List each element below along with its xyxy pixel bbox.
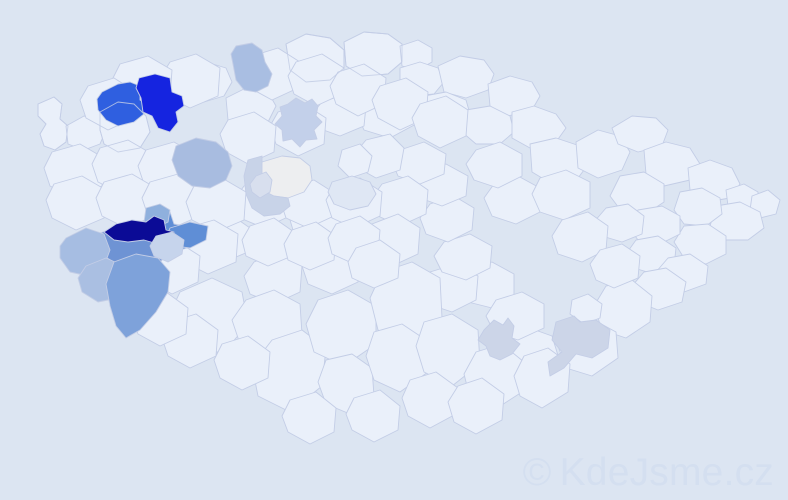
district-svitavy[interactable] xyxy=(532,170,590,220)
district-highlight-most[interactable] xyxy=(136,74,184,132)
district-highlight-louny[interactable] xyxy=(275,98,322,147)
district-west-d[interactable] xyxy=(46,176,106,230)
district-highlight-zdar[interactable] xyxy=(478,318,520,360)
district-sumperk[interactable] xyxy=(576,130,630,178)
district-rychnov[interactable] xyxy=(512,106,566,148)
district-havlickuv-brod[interactable] xyxy=(434,234,492,280)
district-south-fringe-g[interactable] xyxy=(448,378,504,434)
district-mid-bohemia-e[interactable] xyxy=(242,218,294,266)
district-praha[interactable] xyxy=(338,144,372,178)
district-vyskov[interactable] xyxy=(590,244,640,288)
district-north-h[interactable] xyxy=(412,96,468,148)
district-south-fringe-f[interactable] xyxy=(402,372,458,428)
district-blansko[interactable] xyxy=(552,212,608,262)
district-highlight-karlovy-vary[interactable] xyxy=(172,138,232,188)
district-south-fringe-j[interactable] xyxy=(214,336,270,390)
district-highlight-plzen-jih[interactable] xyxy=(106,254,170,338)
district-highlight-brno-venkov[interactable] xyxy=(548,316,610,376)
district-highlight-plzen-se-faint[interactable] xyxy=(250,172,272,198)
district-ceske-budejovice[interactable] xyxy=(306,290,376,366)
district-layer-highlighted xyxy=(60,43,610,376)
district-mid-bohemia-f[interactable] xyxy=(284,222,336,270)
district-novy-jicin[interactable] xyxy=(674,188,722,226)
district-brno-mesto[interactable] xyxy=(570,294,602,324)
district-highlight-plzen-se-pale[interactable] xyxy=(150,232,184,262)
district-jesenik[interactable] xyxy=(612,116,668,152)
district-mid-bohemia-h[interactable] xyxy=(348,240,400,288)
district-south-fringe-h[interactable] xyxy=(346,390,400,442)
district-north-f[interactable] xyxy=(330,64,386,116)
district-pardubice[interactable] xyxy=(466,142,522,188)
district-south-fringe-i[interactable] xyxy=(282,392,336,444)
district-vsetin[interactable] xyxy=(674,224,726,264)
district-highlight-decin[interactable] xyxy=(231,43,272,92)
district-highlight-beroun[interactable] xyxy=(328,176,376,210)
district-border-overlay xyxy=(38,32,402,152)
district-north-e[interactable] xyxy=(288,54,344,106)
district-jablonec[interactable] xyxy=(400,40,432,70)
